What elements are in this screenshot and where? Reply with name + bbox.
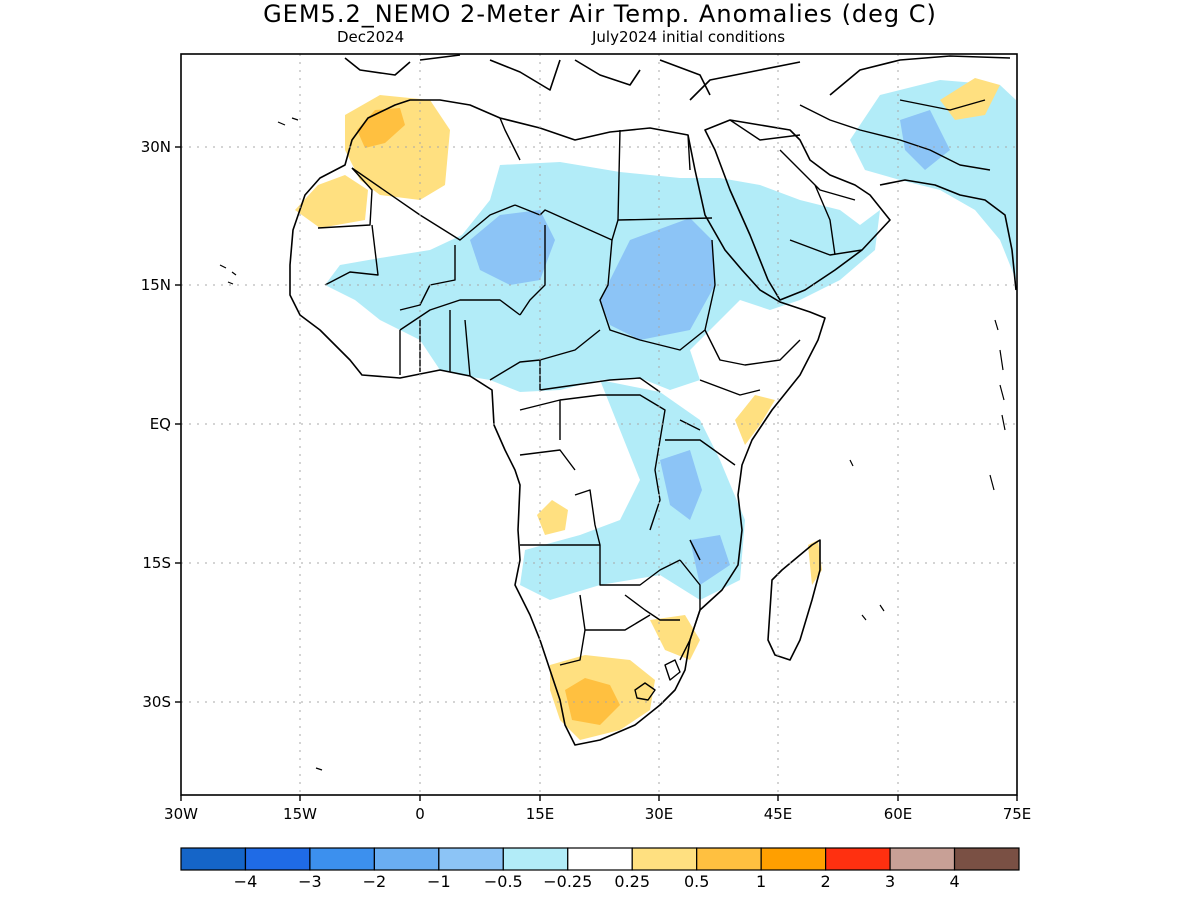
canary-islands xyxy=(277,117,299,126)
anomaly-area-medium-blue-1 xyxy=(470,210,555,285)
colorbar-swatch xyxy=(631,847,698,871)
colorbar-label: −0.5 xyxy=(484,872,523,891)
lat-tick-label: 30N xyxy=(141,138,171,156)
lon-tick-label: 15W xyxy=(283,805,317,823)
border-sudan xyxy=(599,239,716,351)
colorbar-swatch xyxy=(180,847,247,871)
lon-tick-label: 75E xyxy=(1003,805,1032,823)
colorbar-swatch xyxy=(825,847,891,871)
initial-conditions-label: July2024 initial conditions xyxy=(592,28,786,46)
colorbar xyxy=(180,847,1020,871)
border-mauritania xyxy=(317,167,379,286)
map-plot-area xyxy=(180,53,1018,796)
comoros-mascarene xyxy=(849,459,995,621)
lon-tick-label: 30W xyxy=(164,805,198,823)
colorbar-label: −2 xyxy=(363,872,387,891)
anomaly-area-light-yellow-angola xyxy=(537,500,568,535)
madagascar-coastline xyxy=(767,539,821,661)
colorbar-swatch xyxy=(696,847,762,871)
colorbar-label: −0.25 xyxy=(543,872,592,891)
asia-coastline xyxy=(689,55,1017,291)
border-middle-east xyxy=(729,99,991,171)
longitude-axis: 30W 15W 0 15E 30E 45E 60E 75E xyxy=(164,795,1031,823)
anomaly-area-light-yellow-kenya xyxy=(735,395,775,445)
lon-tick-label: 60E xyxy=(884,805,913,823)
colorbar-label: −3 xyxy=(298,872,322,891)
coastlines xyxy=(289,54,1017,746)
seychelles xyxy=(994,319,1006,431)
anomaly-area-light-blue-arabia xyxy=(850,80,1016,280)
colorbar-swatch xyxy=(373,847,440,871)
colorbar-label: −1 xyxy=(427,872,451,891)
anomaly-area-light-yellow-pakistan xyxy=(940,78,1000,120)
colorbar-label: 2 xyxy=(821,872,831,891)
lon-tick-label: 15E xyxy=(526,805,555,823)
anomaly-fills xyxy=(295,78,1016,740)
colorbar-swatch xyxy=(438,847,504,871)
southern-islands xyxy=(315,767,323,771)
border-eswatini xyxy=(664,659,681,681)
lat-tick-label: 15S xyxy=(142,554,171,572)
colorbar-swatch xyxy=(309,847,375,871)
anomaly-area-medium-blue-5 xyxy=(900,110,950,170)
border-east-africa xyxy=(665,419,736,466)
lon-tick-label: 0 xyxy=(415,805,425,823)
border-arabia xyxy=(779,149,863,256)
lon-tick-label: 30E xyxy=(645,805,674,823)
anomaly-area-orange-south xyxy=(565,678,620,725)
border-lesotho xyxy=(634,682,656,701)
border-mozambique xyxy=(679,539,701,661)
anomaly-area-medium-blue-3 xyxy=(660,450,702,520)
islands xyxy=(219,117,1006,771)
border-libya-egypt xyxy=(499,117,691,221)
graticule xyxy=(181,54,1017,795)
colorbar-label: −4 xyxy=(234,872,258,891)
border-congo-basin xyxy=(519,394,666,531)
colorbar-label: 4 xyxy=(949,872,959,891)
border-west-africa xyxy=(399,299,521,377)
colorbar-label: 0.25 xyxy=(614,872,650,891)
colorbar-label: 0.5 xyxy=(684,872,709,891)
anomaly-area-medium-blue-4 xyxy=(690,535,730,585)
colorbar-swatch xyxy=(889,847,956,871)
lat-tick-label: 15N xyxy=(141,276,171,294)
colorbar-swatch xyxy=(567,847,633,871)
colorbar-swatch xyxy=(502,847,569,871)
colorbar-labels: −4 −3 −2 −1 −0.5 −0.25 0.25 0.5 1 2 3 4 xyxy=(234,872,960,891)
lat-tick-label: EQ xyxy=(150,415,171,433)
border-central-africa xyxy=(489,329,661,393)
latitude-axis: 30N 15N EQ 15S 30S xyxy=(141,138,181,711)
border-sahara-belt xyxy=(514,204,713,241)
border-ethiopia xyxy=(699,329,801,396)
colorbar-swatch xyxy=(953,847,1020,871)
cape-verde-islands xyxy=(219,264,237,285)
border-angola-zambia xyxy=(520,489,681,586)
colorbar-swatch xyxy=(244,847,311,871)
anomaly-area-light-yellow-mozambique xyxy=(650,615,700,660)
lat-tick-label: 30S xyxy=(142,693,171,711)
border-algeria-mali xyxy=(351,167,516,241)
anomaly-area-light-blue-sahel xyxy=(325,162,880,392)
africa-coastline xyxy=(289,99,826,746)
valid-month-label: Dec2024 xyxy=(337,28,405,46)
colorbar-swatch xyxy=(760,847,827,871)
arabia-coastline xyxy=(704,119,891,301)
anomaly-area-light-yellow-mauritania xyxy=(295,175,368,228)
lon-tick-label: 45E xyxy=(764,805,793,823)
border-southern-africa xyxy=(559,594,680,666)
colorbar-label: 1 xyxy=(756,872,766,891)
chart-title: GEM5.2_NEMO 2-Meter Air Temp. Anomalies … xyxy=(263,0,937,28)
europe-coastline xyxy=(344,54,711,96)
colorbar-label: 3 xyxy=(885,872,895,891)
anomaly-area-medium-blue-2 xyxy=(600,218,715,340)
